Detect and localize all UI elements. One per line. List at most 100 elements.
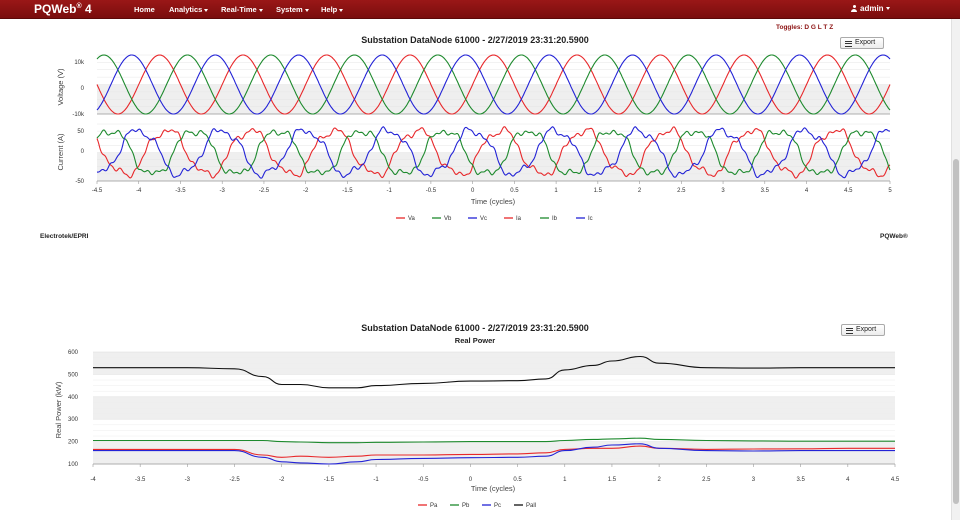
x-tick-label: -1 bbox=[373, 477, 379, 483]
nav-realtime-dropdown[interactable]: Real-Time bbox=[221, 5, 263, 14]
user-menu-dropdown[interactable]: admin bbox=[851, 4, 890, 13]
legend-label-ic: Ic bbox=[588, 216, 593, 222]
x-tick-label: 1.5 bbox=[594, 188, 603, 194]
x-tick-label: 5 bbox=[888, 188, 892, 194]
x-tick-label: -2.5 bbox=[259, 188, 270, 194]
power-x-ticks: -4 -3.5 -3 -2.5 -2 -1.5 -1 -0.5 0 0.5 1 1.5 2 2.5 3 3.5… bbox=[90, 464, 900, 483]
legend-label-vc: Vc bbox=[480, 216, 487, 222]
scrollbar-thumb[interactable] bbox=[953, 159, 959, 504]
nav-system-dropdown[interactable]: System bbox=[276, 5, 309, 14]
waveform-chart: -4.5 -4 -3.5 -3 -2.5 -2 -1.5 -1 -0.5 0 0.5 1 1.5 2 2.5… bbox=[56, 54, 892, 222]
export-label: Export bbox=[855, 39, 876, 46]
waveform-export-button[interactable]: Export bbox=[840, 37, 884, 49]
y-tick-label: 300 bbox=[68, 417, 79, 423]
nav-analytics-dropdown[interactable]: Analytics bbox=[169, 5, 209, 14]
power-chart-subtitle: Real Power bbox=[454, 336, 496, 345]
brand-name: PQWeb bbox=[34, 2, 77, 16]
x-tick-label: 0 bbox=[469, 477, 473, 483]
x-tick-label: 0 bbox=[471, 188, 475, 194]
series-line-ic bbox=[96, 126, 890, 179]
power-export-button[interactable]: Export bbox=[841, 324, 885, 336]
series-line-pc bbox=[92, 443, 895, 465]
legend-label-vb: Vb bbox=[444, 216, 452, 222]
menu-icon bbox=[845, 40, 852, 47]
export-label: Export bbox=[856, 326, 877, 333]
user-name: admin bbox=[860, 4, 884, 13]
power-gridlines bbox=[93, 351, 895, 465]
legend-label-pall: Pall bbox=[526, 503, 536, 509]
brand-registered-mark: ® bbox=[76, 3, 82, 10]
footer-vendor: Electrotek/EPRI bbox=[40, 233, 89, 240]
x-tick-label: -2 bbox=[279, 477, 285, 483]
x-tick-label: 3 bbox=[752, 477, 756, 483]
toggles-label: Toggles: D G L T Z bbox=[776, 24, 834, 31]
series-line-pall bbox=[93, 355, 895, 389]
voltage-ytick-mid: 0 bbox=[81, 86, 85, 92]
nav-help-dropdown[interactable]: Help bbox=[321, 5, 344, 14]
menu-icon bbox=[846, 327, 853, 334]
x-tick-label: 2.5 bbox=[677, 188, 686, 194]
waveform-legend: Va Vb Vc Ia Ib Ic bbox=[396, 216, 593, 222]
x-tick-label: 3.5 bbox=[796, 477, 805, 483]
power-x-axis-label: Time (cycles) bbox=[471, 484, 516, 493]
x-tick-label: 0.5 bbox=[513, 477, 522, 483]
power-legend: Pa Pb Pc Pall bbox=[418, 503, 536, 509]
waveform-x-axis-label: Time (cycles) bbox=[471, 197, 516, 206]
legend-label-pc: Pc bbox=[494, 503, 501, 509]
nav-realtime-label: Real-Time bbox=[221, 5, 257, 14]
x-tick-label: -1.5 bbox=[324, 477, 335, 483]
voltage-ytick-top: 10k bbox=[74, 60, 85, 66]
brand-logo[interactable]: PQWeb® 4 bbox=[34, 2, 92, 16]
series-line-pa bbox=[93, 445, 895, 458]
x-tick-label: 2 bbox=[638, 188, 642, 194]
user-icon bbox=[851, 5, 857, 12]
y-tick-label: 200 bbox=[68, 440, 79, 446]
x-tick-label: -2.5 bbox=[229, 477, 240, 483]
x-tick-label: -4.5 bbox=[92, 188, 103, 194]
nav-analytics-label: Analytics bbox=[169, 5, 203, 14]
power-y-axis-label: Real Power (kW) bbox=[54, 381, 63, 438]
legend-label-ib: Ib bbox=[552, 216, 558, 222]
waveform-chart-title: Substation DataNode 61000 - 2/27/2019 23… bbox=[361, 35, 589, 45]
x-tick-label: 4 bbox=[846, 477, 850, 483]
x-tick-label: -3.5 bbox=[135, 477, 146, 483]
x-tick-label: -2 bbox=[303, 188, 309, 194]
legend-label-ia: Ia bbox=[516, 216, 522, 222]
chevron-down-icon bbox=[304, 8, 309, 12]
nav-system-label: System bbox=[276, 5, 303, 14]
series-line-pb bbox=[93, 437, 895, 444]
x-tick-label: 2.5 bbox=[702, 477, 711, 483]
series-line-ib bbox=[96, 129, 891, 176]
y-tick-label: 600 bbox=[68, 350, 79, 356]
x-tick-label: 2 bbox=[657, 477, 661, 483]
waveform-plot-bands bbox=[97, 55, 890, 181]
current-ytick-bottom: -50 bbox=[75, 179, 84, 185]
series-line-ia bbox=[96, 126, 891, 179]
power-y-ticks: 600 500 400 300 200 100 bbox=[68, 350, 79, 468]
x-tick-label: -3 bbox=[185, 477, 191, 483]
nav-home-label: Home bbox=[134, 5, 155, 14]
x-tick-label: 4 bbox=[805, 188, 809, 194]
current-ytick-mid: 0 bbox=[81, 149, 85, 155]
x-tick-label: 1.5 bbox=[608, 477, 617, 483]
chevron-down-icon bbox=[339, 8, 344, 12]
x-tick-label: 4.5 bbox=[844, 188, 853, 194]
y-tick-label: 100 bbox=[68, 462, 79, 468]
current-axis-label: Current (A) bbox=[56, 133, 65, 171]
legend-label-va: Va bbox=[408, 216, 416, 222]
x-tick-label: -1.5 bbox=[342, 188, 353, 194]
x-tick-label: -4 bbox=[90, 477, 96, 483]
footer-product: PQWeb® bbox=[880, 233, 908, 240]
nav-home[interactable]: Home bbox=[134, 5, 155, 14]
x-tick-label: 0.5 bbox=[510, 188, 519, 194]
waveform-x-ticks: -4.5 -4 -3.5 -3 -2.5 -2 -1.5 -1 -0.5 0 0.5 1 1.5 2 2.5… bbox=[92, 181, 892, 194]
legend-label-pb: Pb bbox=[462, 503, 470, 509]
chevron-down-icon bbox=[885, 7, 890, 11]
x-tick-label: 1 bbox=[554, 188, 558, 194]
x-tick-label: 3.5 bbox=[761, 188, 770, 194]
power-chart-title: Substation DataNode 61000 - 2/27/2019 23… bbox=[361, 323, 589, 333]
x-tick-label: -3 bbox=[220, 188, 226, 194]
y-tick-label: 500 bbox=[68, 372, 79, 378]
page-scrollbar[interactable] bbox=[951, 19, 960, 520]
